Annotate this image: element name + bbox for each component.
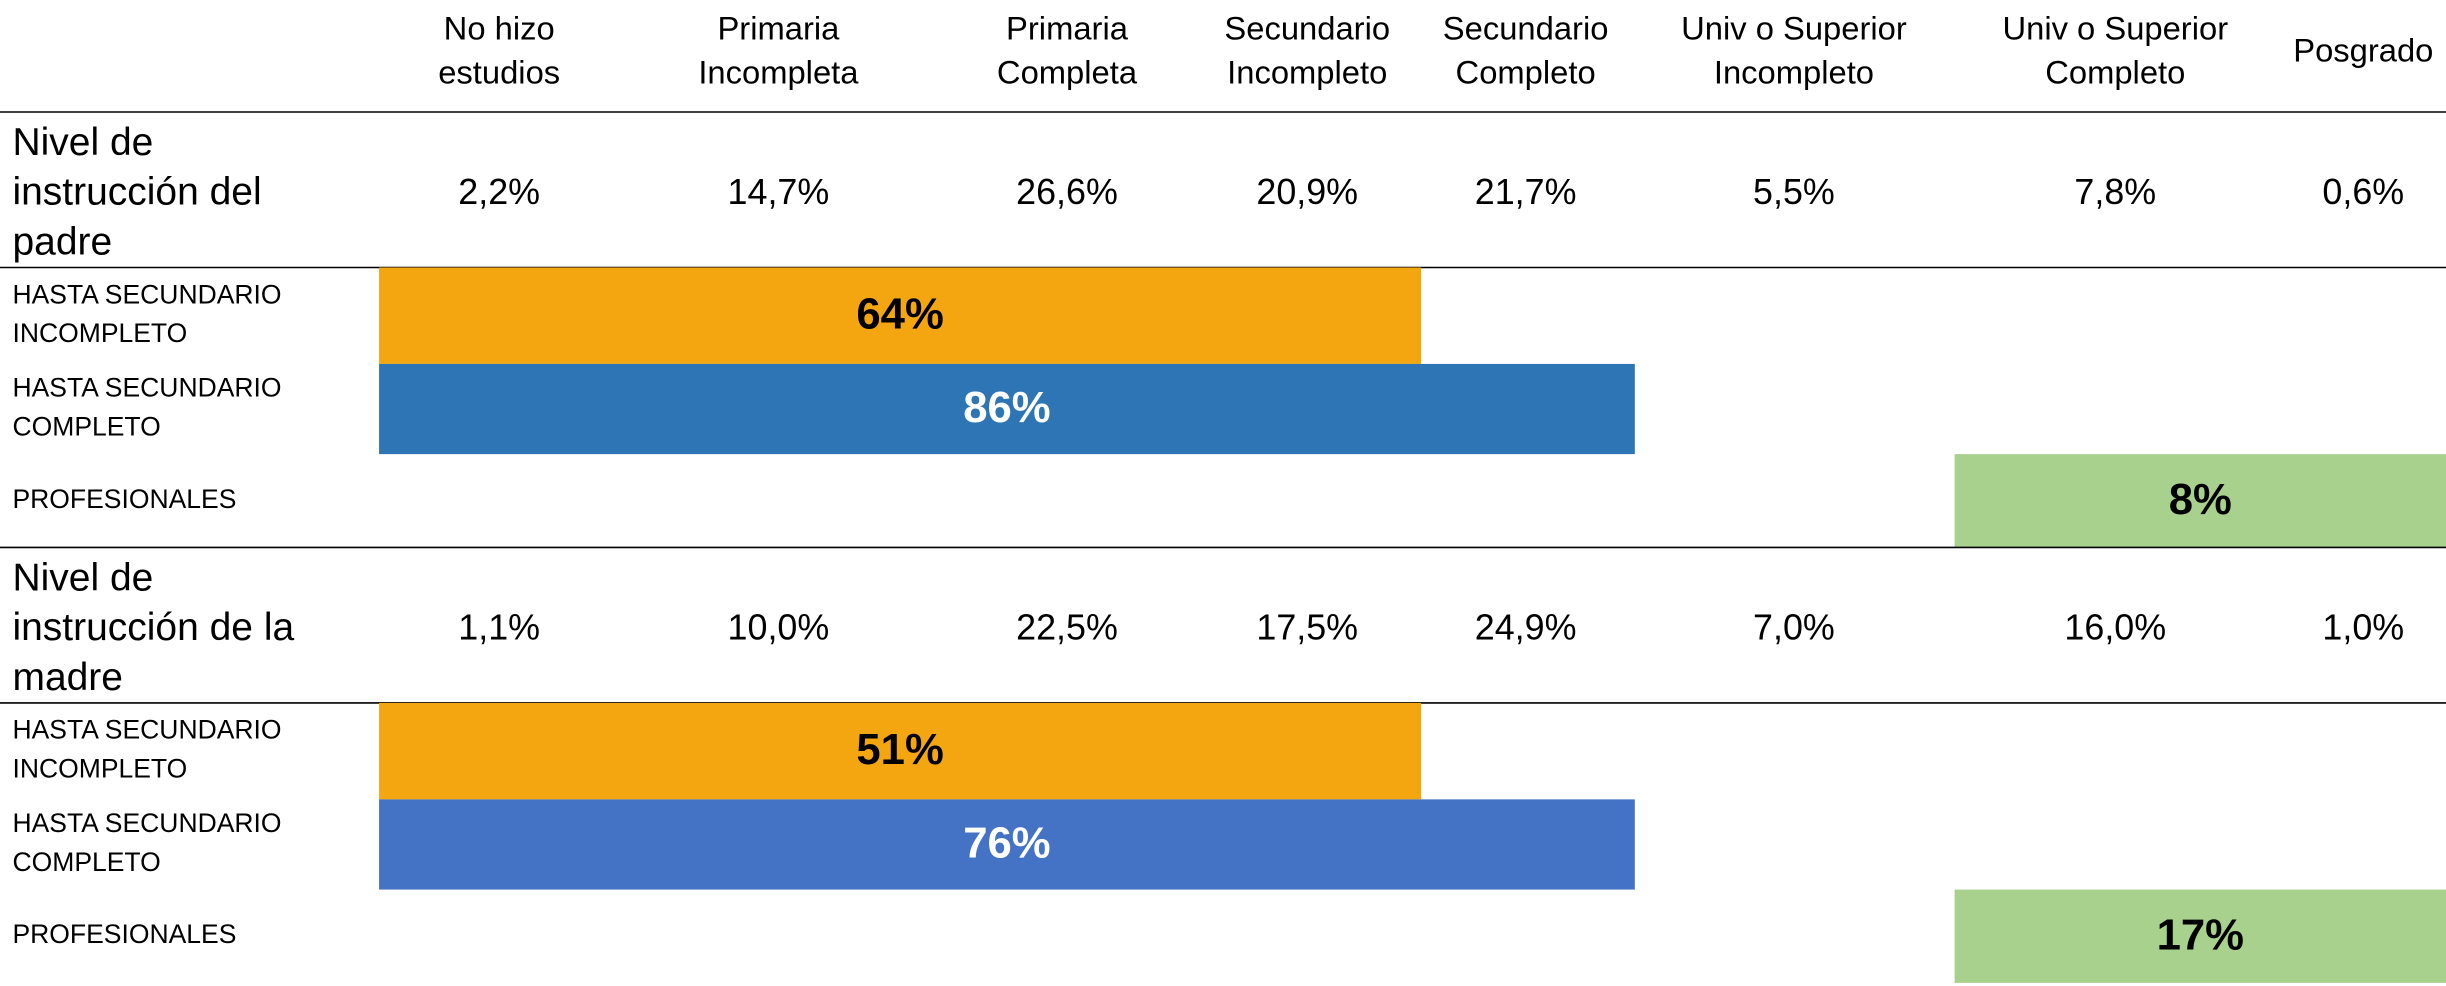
column-header: Univ o Superior xyxy=(2002,10,2228,47)
section-title: instrucción del xyxy=(12,171,261,214)
value: 24,9% xyxy=(1475,607,1577,647)
value: 16,0% xyxy=(2064,607,2166,647)
section-title: Nivel de xyxy=(12,556,153,599)
section-title: instrucción de la xyxy=(12,606,294,649)
bar-label: 17% xyxy=(2157,911,2244,959)
group-bar xyxy=(379,267,1422,364)
section-title: Nivel de xyxy=(12,121,153,164)
column-header: Primaria xyxy=(1006,10,1129,47)
column-header: estudios xyxy=(438,53,560,90)
column-header: Secundario xyxy=(1443,10,1609,47)
column-header: Incompleto xyxy=(1714,53,1874,90)
column-header: Completo xyxy=(1456,53,1596,90)
bar-label: 64% xyxy=(856,291,943,339)
group-label: COMPLETO xyxy=(12,411,160,441)
bar-label: 8% xyxy=(2169,476,2232,524)
group-bar xyxy=(379,363,1635,455)
group-bar xyxy=(1954,889,2446,983)
group-label: INCOMPLETO xyxy=(12,754,187,784)
value: 2,2% xyxy=(458,172,540,212)
value: 1,1% xyxy=(458,607,540,647)
value: 14,7% xyxy=(728,172,830,212)
column-header: No hizo xyxy=(444,10,555,47)
value: 1,0% xyxy=(2322,607,2404,647)
section-title: madre xyxy=(12,656,122,699)
value: 17,5% xyxy=(1256,607,1358,647)
value: 0,6% xyxy=(2322,172,2404,212)
group-label: HASTA SECUNDARIO xyxy=(12,373,281,403)
group-label: COMPLETO xyxy=(12,847,160,877)
column-header: Completa xyxy=(997,53,1138,90)
group-bar xyxy=(379,799,1635,890)
group-label: HASTA SECUNDARIO xyxy=(12,715,281,745)
column-header: Incompleta xyxy=(698,53,859,90)
value: 20,9% xyxy=(1256,172,1358,212)
value: 26,6% xyxy=(1016,172,1118,212)
bar-label: 86% xyxy=(963,384,1050,432)
value: 21,7% xyxy=(1475,172,1577,212)
section-title: padre xyxy=(12,220,112,263)
group-label: HASTA SECUNDARIO xyxy=(12,279,281,309)
group-label: INCOMPLETO xyxy=(12,318,187,348)
group-bar xyxy=(379,702,1422,800)
group-label: PROFESIONALES xyxy=(12,919,236,949)
value: 10,0% xyxy=(728,607,830,647)
column-header: Univ o Superior xyxy=(1681,10,1907,47)
group-bar xyxy=(1954,454,2446,548)
bar-label: 76% xyxy=(963,820,1050,868)
bar-label: 51% xyxy=(856,726,943,774)
group-label: HASTA SECUNDARIO xyxy=(12,808,281,838)
value: 5,5% xyxy=(1753,172,1835,212)
column-header: Primaria xyxy=(717,10,840,47)
column-header: Incompleto xyxy=(1227,53,1387,90)
value: 22,5% xyxy=(1016,607,1118,647)
column-header: Posgrado xyxy=(2293,32,2433,69)
group-label: PROFESIONALES xyxy=(12,484,236,514)
column-header: Completo xyxy=(2045,53,2185,90)
value: 7,8% xyxy=(2074,172,2156,212)
value: 7,0% xyxy=(1753,607,1835,647)
column-header: Secundario xyxy=(1224,10,1390,47)
